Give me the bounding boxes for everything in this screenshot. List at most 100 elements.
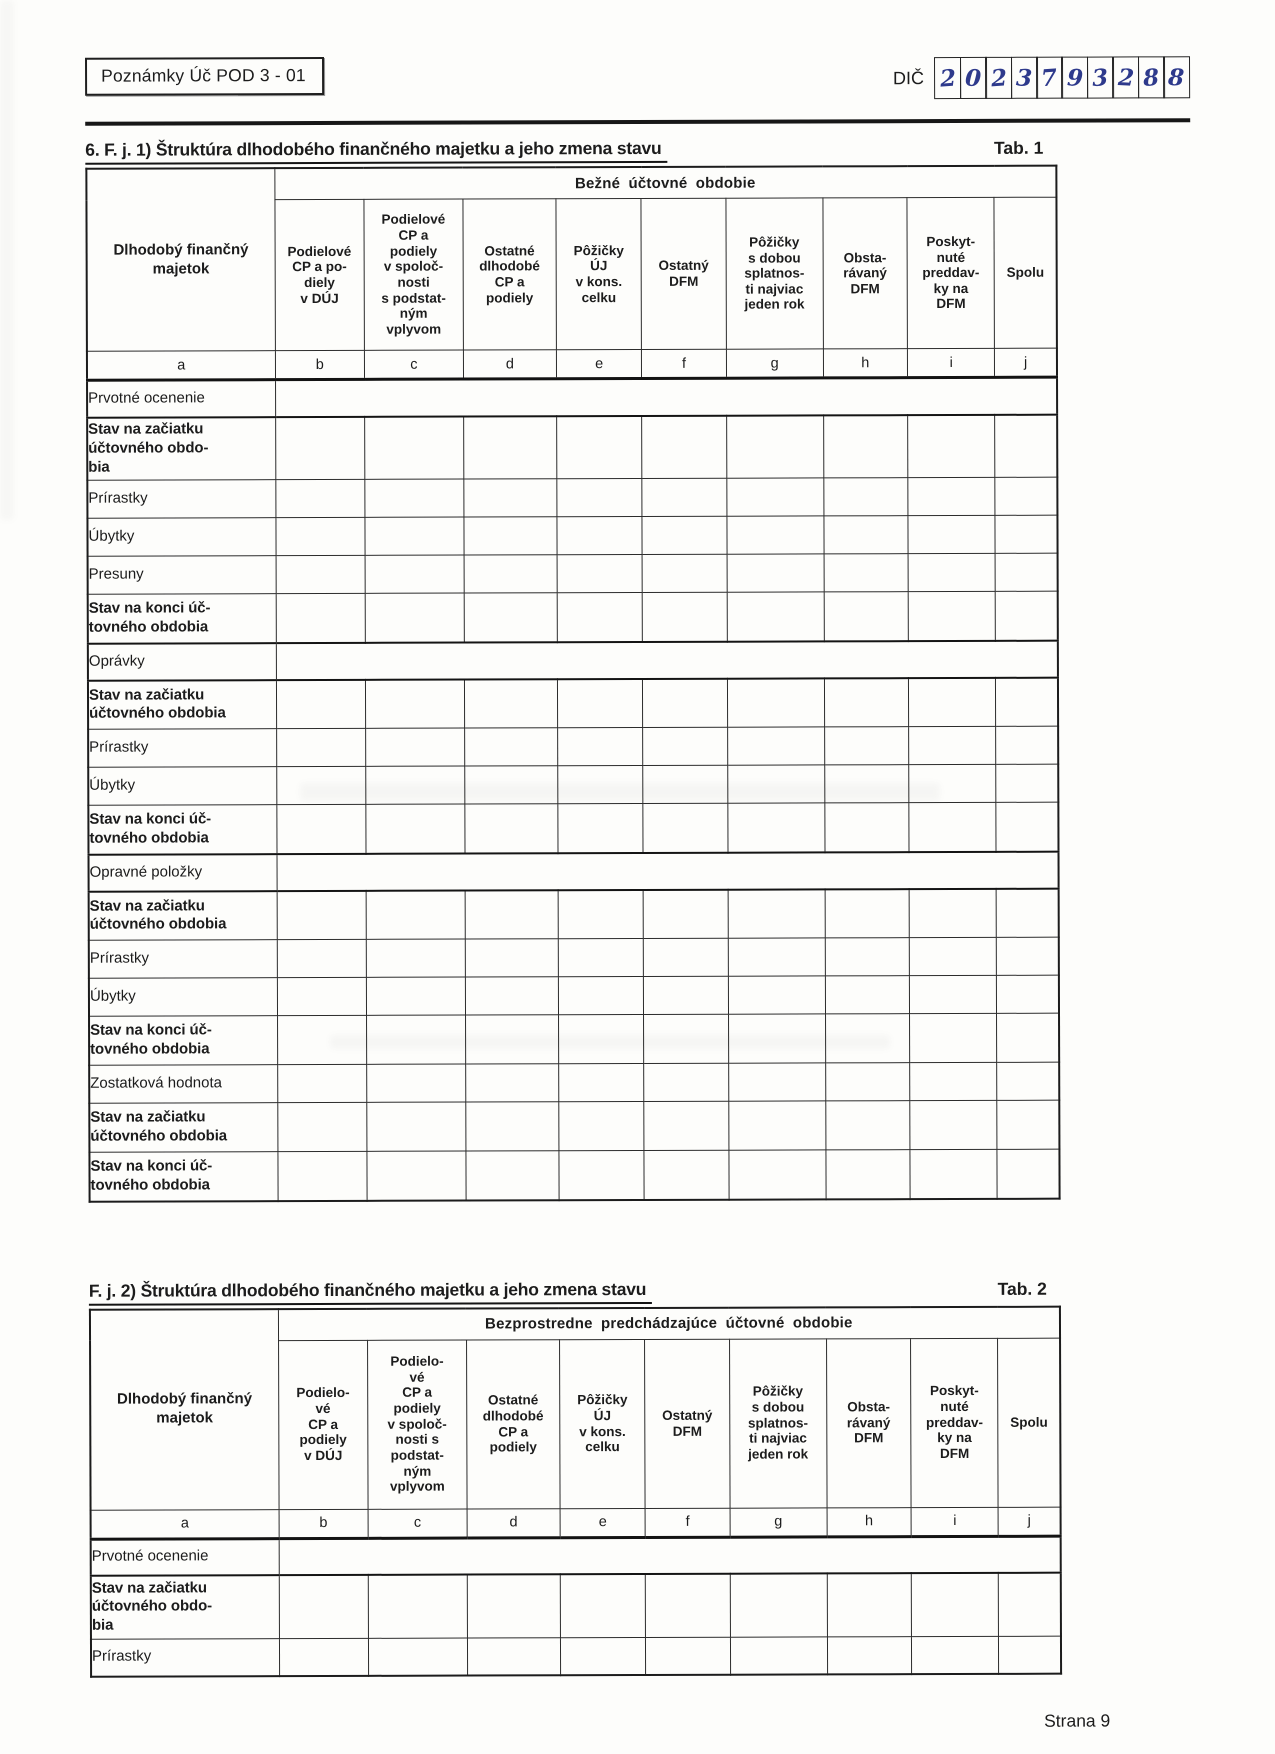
row-label-cell: Prírastky: [88, 939, 278, 979]
letter-cell: f: [641, 349, 727, 379]
data-cell: [996, 888, 1059, 938]
dic-digit-cell: 8: [1137, 56, 1165, 99]
data-cell: [642, 678, 728, 728]
data-cell: [727, 888, 825, 939]
table2-container: Dlhodobý finančný majetok Bezprostredne p…: [4, 1304, 1275, 1678]
dic-digit: 0: [964, 64, 982, 92]
form-id-box: Poznámky Úč POD 3 - 01: [85, 56, 324, 96]
data-cell: [277, 1102, 367, 1152]
data-cell: [556, 478, 643, 517]
column-header-cell: Ostatné dlhodobé CP a podiely: [462, 198, 557, 351]
data-cell: [644, 1150, 729, 1200]
row-label-cell: Stav na začiatku účtovného obdobia: [88, 890, 277, 941]
data-cell: [465, 1063, 559, 1103]
table-row: Stav na konci úč- tovného obdobia: [89, 1013, 1060, 1066]
table-row: Úbytky: [88, 764, 1059, 806]
letter-cell: c: [364, 350, 464, 380]
data-cell: [995, 726, 1059, 765]
dic-digit-cell: 0: [959, 56, 987, 99]
letter-cell: d: [463, 349, 557, 380]
dic-digit: 8: [1142, 63, 1161, 92]
table-row: Prvotné ocenenie: [90, 1535, 1061, 1576]
data-cell: [823, 553, 909, 592]
data-cell: [825, 1013, 910, 1063]
data-cell: [275, 593, 366, 643]
letter-cell: j: [998, 1506, 1061, 1536]
table2-tab-label: Tab. 2: [997, 1278, 1047, 1299]
data-cell: [995, 477, 1058, 516]
data-cell: [995, 515, 1058, 554]
scan-artifact: [330, 1035, 890, 1049]
period-header-cell: Bežné účtovné obdobie: [274, 165, 1057, 200]
data-cell: [908, 764, 997, 803]
data-cell: [909, 975, 997, 1014]
dic-digit-cell: 8: [1163, 56, 1191, 99]
letter-cell: a: [90, 1509, 279, 1539]
data-cell: [276, 766, 366, 805]
row-label-cell: Úbytky: [88, 766, 277, 806]
data-cell: [995, 553, 1058, 592]
data-cell: [558, 1101, 645, 1151]
data-cell: [823, 477, 909, 516]
data-cell: [277, 1064, 367, 1103]
data-cell: [641, 415, 727, 479]
letter-cell: g: [729, 1507, 827, 1537]
column-header-cell: Pôžičky ÚJ v kons. celku: [559, 1338, 646, 1509]
data-cell: [730, 1636, 828, 1675]
form-id-label: Poznámky Úč POD 3 - 01: [101, 65, 306, 86]
data-cell: [365, 766, 465, 805]
data-cell: [998, 1572, 1061, 1636]
row-label-cell: Stav na začiatku účtovného obdobia: [89, 1102, 278, 1153]
table1-title: 6. F. j. 1) Štruktúra dlhodobého finančn…: [85, 137, 668, 165]
table-row: Prírastky: [88, 726, 1059, 768]
data-cell: [911, 1572, 999, 1637]
data-cell: [728, 975, 826, 1015]
dic-digit-cell: 2: [985, 56, 1013, 99]
table-row: Úbytky: [87, 515, 1058, 557]
page-footer: Strana 9: [90, 1711, 1110, 1735]
row-label-cell: Prvotné ocenenie: [87, 379, 276, 418]
data-cell: [275, 479, 365, 518]
data-cell: [996, 764, 1059, 803]
data-cell: [465, 938, 559, 978]
data-cell: [465, 1014, 559, 1065]
data-cell: [276, 679, 366, 729]
data-cell: [644, 1101, 729, 1151]
data-cell: [557, 765, 644, 804]
column-header-cell: Spolu: [994, 197, 1057, 349]
table1-tab-label: Tab. 1: [993, 137, 1044, 158]
data-cell: [824, 802, 910, 852]
table-row: Stav na konci úč- tovného obdobia: [87, 591, 1058, 644]
data-cell: [642, 554, 727, 593]
data-cell: [996, 937, 1059, 976]
scan-artifact: [0, 0, 14, 520]
period-header-cell: Bezprostredne predchádzajúce účtovné obd…: [278, 1306, 1061, 1341]
data-cell: [826, 1573, 912, 1637]
data-cell: [364, 479, 464, 518]
data-cell: [463, 478, 557, 518]
data-cell: [278, 1574, 369, 1639]
data-cell: [645, 1636, 731, 1675]
data-cell: [364, 517, 464, 556]
data-cell: [727, 677, 825, 728]
data-cell: [277, 977, 367, 1016]
header-divider: [85, 118, 1191, 126]
data-cell: [994, 414, 1058, 478]
financial-assets-table: Dlhodobý finančný majetok Bežné účtovné o…: [85, 164, 1061, 1203]
data-cell: [368, 1574, 468, 1638]
data-cell: [365, 804, 465, 854]
data-cell: [366, 1064, 466, 1103]
data-cell: [465, 1101, 559, 1152]
table-row: Stav na začiatku účtovného obdo- bia: [87, 414, 1058, 481]
data-cell: [276, 728, 366, 767]
table-row: Oprávky: [87, 640, 1058, 681]
data-cell: [275, 517, 365, 556]
data-cell: [909, 888, 997, 938]
row-label-cell: Stav na konci úč- tovného obdobia: [87, 593, 277, 644]
data-cell: [726, 515, 824, 555]
column-header-cell: Obsta- rávaný DFM: [826, 1338, 912, 1508]
